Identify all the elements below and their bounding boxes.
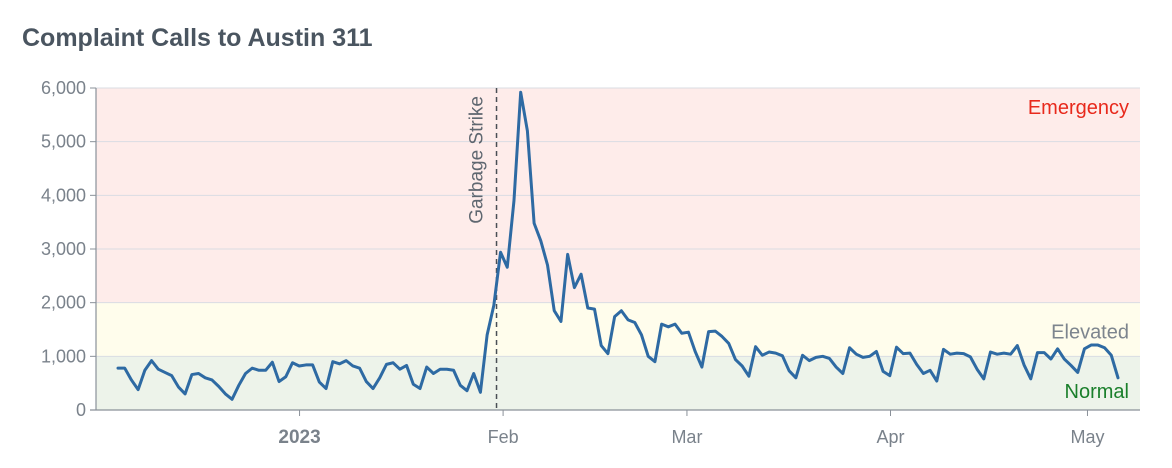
y-axis-ticks: 0 1,000 2,000 3,000 4,000 5,000 6,000 (41, 78, 96, 420)
band-labels: Normal Elevated Emergency (1028, 97, 1129, 403)
y-tick-label: 6,000 (41, 78, 86, 98)
x-tick-label: 2023 (278, 427, 320, 448)
x-tick-label: Apr (876, 427, 904, 447)
band-label-elevated: Elevated (1051, 321, 1129, 343)
y-tick-label: 3,000 (41, 239, 86, 259)
x-tick-label: May (1070, 427, 1104, 447)
x-tick-label: Mar (671, 427, 702, 447)
band-label-normal: Normal (1065, 381, 1129, 403)
annotation: Garbage Strike (467, 88, 498, 410)
chart-title: Complaint Calls to Austin 311 (22, 24, 373, 52)
band-normal (96, 356, 1140, 410)
y-tick-label: 2,000 (41, 293, 86, 313)
series-line (116, 90, 1120, 401)
y-tick-label: 4,000 (41, 185, 86, 205)
y-tick-label: 5,000 (41, 132, 86, 152)
y-tick-label: 0 (76, 400, 86, 420)
x-tick-label: Feb (488, 427, 519, 447)
annotation-label: Garbage Strike (467, 96, 488, 224)
band-elevated (96, 302, 1140, 357)
x-axis-ticks: 2023 Feb Mar Apr May (278, 410, 1104, 448)
band-label-emergency: Emergency (1028, 97, 1129, 119)
y-tick-label: 1,000 (41, 346, 86, 366)
